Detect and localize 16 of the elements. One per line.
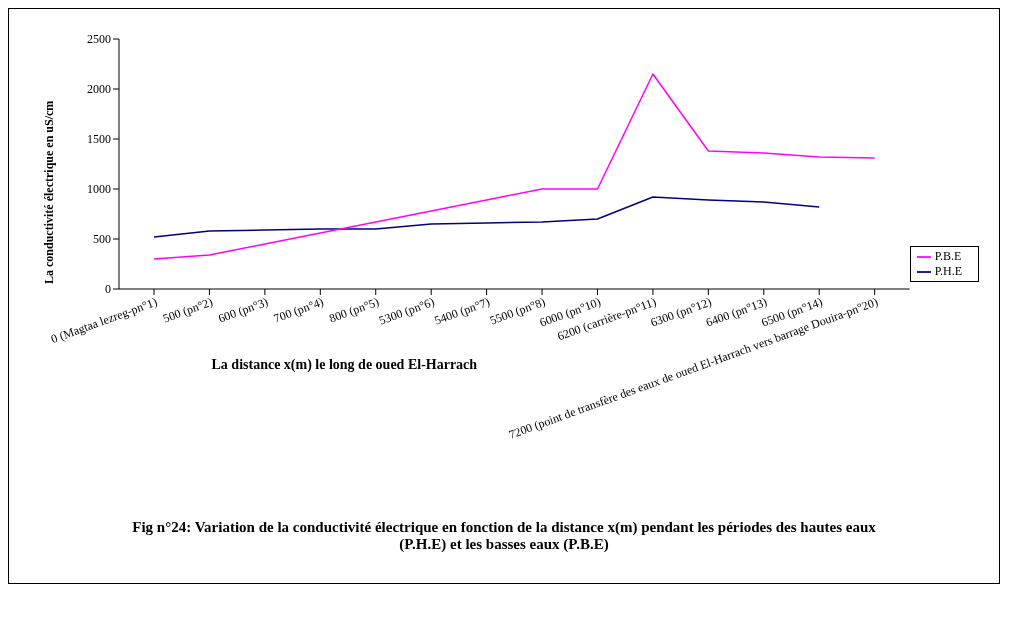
text: Fig n°24: Variation de la conductivité électrique en fonction de la distance x(m) pendant les périodes des hautes eaux (P.H.E) et les basses eaux (P.B.E): [131, 519, 877, 554]
x-axis-title: La distance x(m) le long de oued El-Harrach: [211, 356, 478, 373]
y-tick-label: 2000: [87, 82, 111, 97]
y-tick-label: 500: [93, 232, 111, 247]
line-series: [153, 73, 876, 260]
y-tick-label: 0: [105, 282, 111, 297]
line-series: [153, 196, 820, 238]
x-tick-label: 600 (pn°3): [216, 294, 270, 326]
y-axis-title: La conductivité électrique en uS/cm: [42, 100, 57, 284]
y-tick-label: 2500: [87, 32, 111, 47]
y-tick-label: 1000: [87, 182, 111, 197]
y-tick-label: 1500: [87, 132, 111, 147]
x-tick-label: 700 (pn°4): [271, 294, 326, 326]
legend-label: P.B.E: [934, 248, 962, 263]
x-tick-label: 500 (pn°2): [161, 294, 215, 326]
legend-label: P.H.E: [934, 264, 962, 278]
